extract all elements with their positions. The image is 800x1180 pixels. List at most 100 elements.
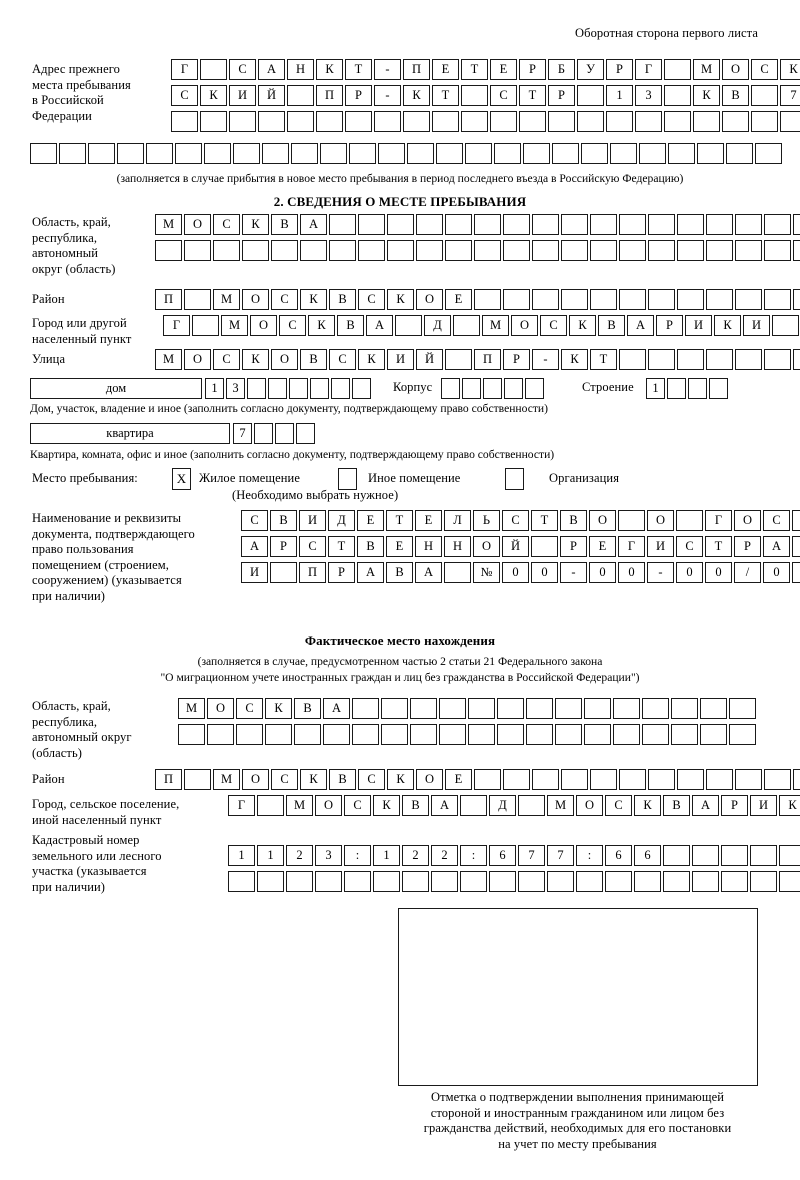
- char-cell[interactable]: [619, 240, 646, 261]
- char-cell[interactable]: 2: [286, 845, 313, 866]
- char-cell[interactable]: Р: [656, 315, 683, 336]
- char-cell[interactable]: Е: [386, 536, 413, 557]
- char-cell[interactable]: И: [750, 795, 777, 816]
- char-cell[interactable]: Г: [635, 59, 662, 80]
- char-cell[interactable]: [750, 845, 777, 866]
- char-cell[interactable]: 0: [763, 562, 790, 583]
- char-cell[interactable]: Т: [705, 536, 732, 557]
- char-cell[interactable]: [146, 143, 173, 164]
- char-cell[interactable]: Е: [415, 510, 442, 531]
- char-cell[interactable]: [439, 698, 466, 719]
- char-cell[interactable]: 7: [780, 85, 800, 106]
- char-cell[interactable]: [590, 240, 617, 261]
- char-cell[interactable]: [697, 143, 724, 164]
- char-cell[interactable]: К: [387, 769, 414, 790]
- stay-type-checkbox-other[interactable]: [338, 468, 357, 490]
- char-cell[interactable]: [519, 111, 546, 132]
- char-cell[interactable]: К: [300, 289, 327, 310]
- char-cell[interactable]: К: [569, 315, 596, 336]
- section2-region-grid-row2[interactable]: [155, 240, 800, 261]
- char-cell[interactable]: [432, 111, 459, 132]
- prev-address-grid-row4[interactable]: [30, 143, 782, 164]
- char-cell[interactable]: [735, 349, 762, 370]
- char-cell[interactable]: 1: [373, 845, 400, 866]
- char-cell[interactable]: [200, 111, 227, 132]
- char-cell[interactable]: Ь: [473, 510, 500, 531]
- char-cell[interactable]: [531, 536, 558, 557]
- char-cell[interactable]: [358, 214, 385, 235]
- char-cell[interactable]: Г: [163, 315, 190, 336]
- char-cell[interactable]: [735, 240, 762, 261]
- char-cell[interactable]: 0: [618, 562, 645, 583]
- char-cell[interactable]: У: [792, 510, 800, 531]
- char-cell[interactable]: И: [387, 349, 414, 370]
- char-cell[interactable]: [793, 240, 800, 261]
- char-cell[interactable]: [258, 111, 285, 132]
- char-cell[interactable]: [381, 698, 408, 719]
- char-cell[interactable]: К: [561, 349, 588, 370]
- char-cell[interactable]: В: [598, 315, 625, 336]
- char-cell[interactable]: [331, 378, 350, 399]
- char-cell[interactable]: [610, 143, 637, 164]
- char-cell[interactable]: :: [576, 845, 603, 866]
- char-cell[interactable]: [155, 240, 182, 261]
- char-cell[interactable]: [445, 349, 472, 370]
- char-cell[interactable]: [547, 871, 574, 892]
- char-cell[interactable]: [664, 59, 691, 80]
- char-cell[interactable]: Т: [461, 59, 488, 80]
- char-cell[interactable]: М: [213, 769, 240, 790]
- char-cell[interactable]: И: [685, 315, 712, 336]
- char-cell[interactable]: С: [213, 214, 240, 235]
- char-cell[interactable]: Т: [519, 85, 546, 106]
- char-cell[interactable]: Й: [416, 349, 443, 370]
- char-cell[interactable]: [171, 111, 198, 132]
- char-cell[interactable]: С: [229, 59, 256, 80]
- char-cell[interactable]: [489, 871, 516, 892]
- char-cell[interactable]: О: [242, 769, 269, 790]
- char-cell[interactable]: В: [337, 315, 364, 336]
- char-cell[interactable]: [352, 378, 371, 399]
- char-cell[interactable]: [247, 378, 266, 399]
- char-cell[interactable]: [207, 724, 234, 745]
- char-cell[interactable]: А: [323, 698, 350, 719]
- char-cell[interactable]: [504, 378, 523, 399]
- char-cell[interactable]: Т: [432, 85, 459, 106]
- char-cell[interactable]: О: [207, 698, 234, 719]
- char-cell[interactable]: [503, 769, 530, 790]
- char-cell[interactable]: [648, 214, 675, 235]
- char-cell[interactable]: [474, 769, 501, 790]
- char-cell[interactable]: [329, 240, 356, 261]
- char-cell[interactable]: [236, 724, 263, 745]
- char-cell[interactable]: Т: [328, 536, 355, 557]
- char-cell[interactable]: [497, 724, 524, 745]
- char-cell[interactable]: 0: [502, 562, 529, 583]
- char-cell[interactable]: Р: [734, 536, 761, 557]
- char-cell[interactable]: [561, 289, 588, 310]
- char-cell[interactable]: [474, 240, 501, 261]
- char-cell[interactable]: [700, 724, 727, 745]
- char-cell[interactable]: :: [344, 845, 371, 866]
- char-cell[interactable]: [431, 871, 458, 892]
- char-cell[interactable]: К: [373, 795, 400, 816]
- char-cell[interactable]: [323, 724, 350, 745]
- char-cell[interactable]: Н: [287, 59, 314, 80]
- char-cell[interactable]: [584, 724, 611, 745]
- char-cell[interactable]: С: [605, 795, 632, 816]
- char-cell[interactable]: [648, 349, 675, 370]
- char-cell[interactable]: [518, 795, 545, 816]
- char-cell[interactable]: [184, 289, 211, 310]
- char-cell[interactable]: №: [473, 562, 500, 583]
- char-cell[interactable]: [700, 698, 727, 719]
- char-cell[interactable]: Г: [618, 536, 645, 557]
- char-cell[interactable]: [779, 871, 800, 892]
- char-cell[interactable]: Г: [705, 510, 732, 531]
- char-cell[interactable]: 1: [228, 845, 255, 866]
- char-cell[interactable]: М: [221, 315, 248, 336]
- char-cell[interactable]: [483, 378, 502, 399]
- char-cell[interactable]: -: [374, 59, 401, 80]
- char-cell[interactable]: [387, 240, 414, 261]
